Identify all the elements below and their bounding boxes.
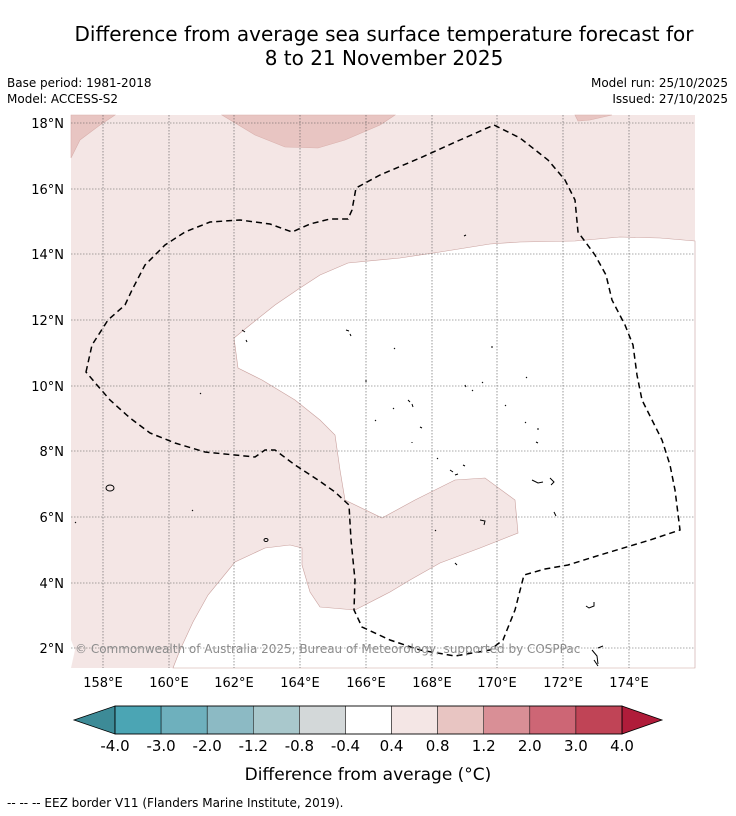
colorbar-tick-label: -0.8 <box>285 737 314 755</box>
lon-label: 174°E <box>609 676 649 691</box>
colorbar-tick-label: 4.0 <box>610 737 634 755</box>
colorbar-low-extend <box>72 705 116 735</box>
colorbar-swatch <box>345 705 392 735</box>
colorbar-swatch <box>575 705 623 735</box>
islands <box>74 234 604 667</box>
title-line-1: Difference from average sea surface temp… <box>74 22 694 46</box>
base-period: Base period: 1981-2018 <box>7 76 152 90</box>
colorbar-swatch <box>114 705 162 735</box>
lat-label: 18°N <box>31 117 64 132</box>
lat-labels: 18°N 16°N 14°N 12°N 10°N 8°N 6°N 4°N 2°N <box>31 117 64 657</box>
colorbar-swatch <box>253 705 300 735</box>
lon-label: 164°E <box>280 676 320 691</box>
colorbar-swatch <box>483 705 531 735</box>
anomaly-patch-northeast <box>574 114 613 122</box>
lon-label: 158°E <box>83 676 123 691</box>
map-area: © Commonwealth of Australia 2025, Bureau… <box>70 114 696 669</box>
lat-label: 8°N <box>40 445 65 460</box>
colorbar-tick-label: -2.0 <box>193 737 222 755</box>
anomaly-patch-northwest <box>70 114 116 159</box>
colorbar-swatch <box>529 705 577 735</box>
meta-right: Model run: 25/10/2025 Issued: 27/10/2025 <box>591 75 728 107</box>
lat-label: 12°N <box>31 314 64 329</box>
neutral-region <box>172 236 696 669</box>
lat-label: 14°N <box>31 248 64 263</box>
colorbar-frame <box>114 705 623 735</box>
lat-label: 4°N <box>40 577 65 592</box>
colorbar-tick-label: -1.2 <box>239 737 268 755</box>
colorbar-tick-label: -4.0 <box>100 737 129 755</box>
neutral-region-west <box>71 640 75 668</box>
lon-label: 168°E <box>412 676 452 691</box>
model-run: Model run: 25/10/2025 <box>590 76 728 90</box>
lat-label: 10°N <box>31 380 64 395</box>
lon-label: 160°E <box>149 676 189 691</box>
gridlines <box>71 115 695 668</box>
colorbar-label: Difference from average (°C) <box>245 765 492 785</box>
colorbar-tick-label: 3.0 <box>564 737 588 755</box>
colorbar: -4.0 -3.0 -2.0 -1.2 -0.8 -0.4 0.4 0.8 1.2 2.0 3.0 4… <box>72 705 664 785</box>
colorbar-tick-label: 1.2 <box>472 737 496 755</box>
colorbar-swatch <box>391 705 438 735</box>
lon-label: 162°E <box>214 676 254 691</box>
lon-label: 166°E <box>346 676 386 691</box>
title-line-2: 8 to 21 November 2025 <box>264 46 504 70</box>
copyright-text: © Commonwealth of Australia 2025, Bureau… <box>75 642 580 656</box>
colorbar-high-extend <box>621 705 664 735</box>
colorbar-tick-label: -0.4 <box>331 737 360 755</box>
lon-label: 172°E <box>543 676 583 691</box>
colorbar-swatch <box>437 705 484 735</box>
colorbar-swatch <box>206 705 254 735</box>
lat-label: 6°N <box>40 511 65 526</box>
meta-left: Base period: 1981-2018 Model: ACCESS-S2 <box>7 75 152 107</box>
colorbar-tick-label: 2.0 <box>518 737 542 755</box>
colorbar-swatch <box>160 705 208 735</box>
colorbar-swatch <box>299 705 346 735</box>
eez-border <box>85 124 681 657</box>
model-name: Model: ACCESS-S2 <box>7 92 119 106</box>
colorbar-tick-label: 0.4 <box>380 737 404 755</box>
lat-label: 16°N <box>31 183 64 198</box>
issued-date: Issued: 27/10/2025 <box>612 92 728 106</box>
eez-legend-text: -- -- -- EEZ border V11 (Flanders Marine… <box>7 796 344 810</box>
lon-labels: 158°E 160°E 162°E 164°E 166°E 168°E 170°… <box>83 676 649 691</box>
lon-label: 170°E <box>477 676 517 691</box>
lat-label: 2°N <box>40 642 65 657</box>
anomaly-patch-north <box>220 114 396 149</box>
chart-title: Difference from average sea surface temp… <box>16 22 736 70</box>
colorbar-tick-label: 0.8 <box>426 737 450 755</box>
colorbar-tick-label: -3.0 <box>146 737 175 755</box>
